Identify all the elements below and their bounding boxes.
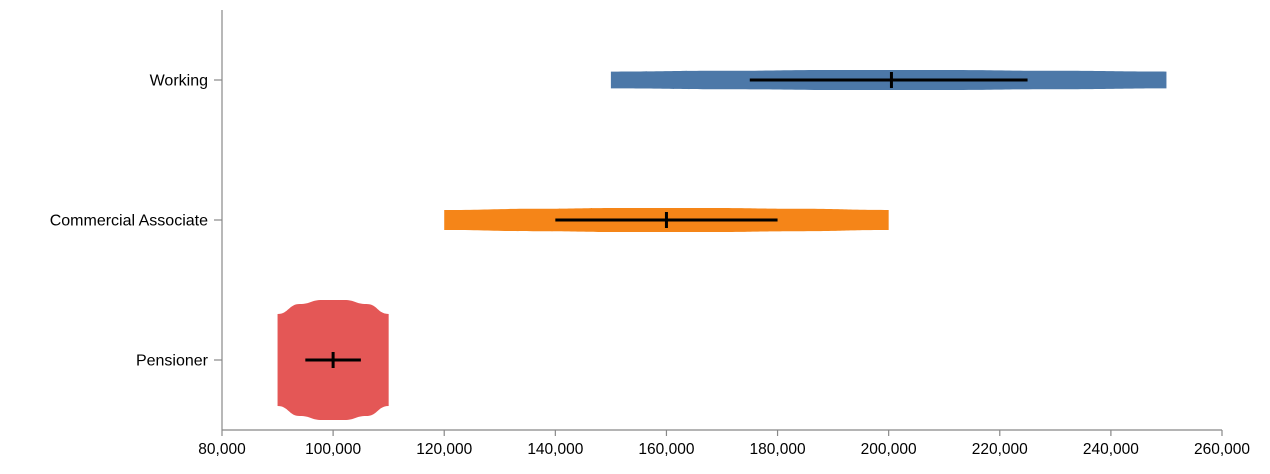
x-tick-label: 260,000 <box>1194 441 1250 458</box>
x-tick-label: 140,000 <box>527 441 583 458</box>
x-tick-label: 240,000 <box>1083 441 1139 458</box>
violins-layer <box>277 70 1167 420</box>
x-tick-label: 120,000 <box>416 441 472 458</box>
x-tick-label: 100,000 <box>305 441 361 458</box>
x-tick-label: 80,000 <box>198 441 246 458</box>
y-tick-label-commercial-associate: Commercial Associate <box>50 213 208 230</box>
x-axis: 80,000 100,000 120,000 140,000 160,000 180,00… <box>198 429 1250 458</box>
y-axis: Working Commercial Associate Pensioner <box>50 10 223 430</box>
x-tick-label: 200,000 <box>861 441 917 458</box>
x-tick-label: 160,000 <box>638 441 694 458</box>
x-tick-label: 220,000 <box>972 441 1028 458</box>
y-tick-label-pensioner: Pensioner <box>136 353 209 370</box>
stats-layer <box>305 72 1028 368</box>
y-tick-label-working: Working <box>150 73 208 90</box>
x-tick-label: 180,000 <box>750 441 806 458</box>
